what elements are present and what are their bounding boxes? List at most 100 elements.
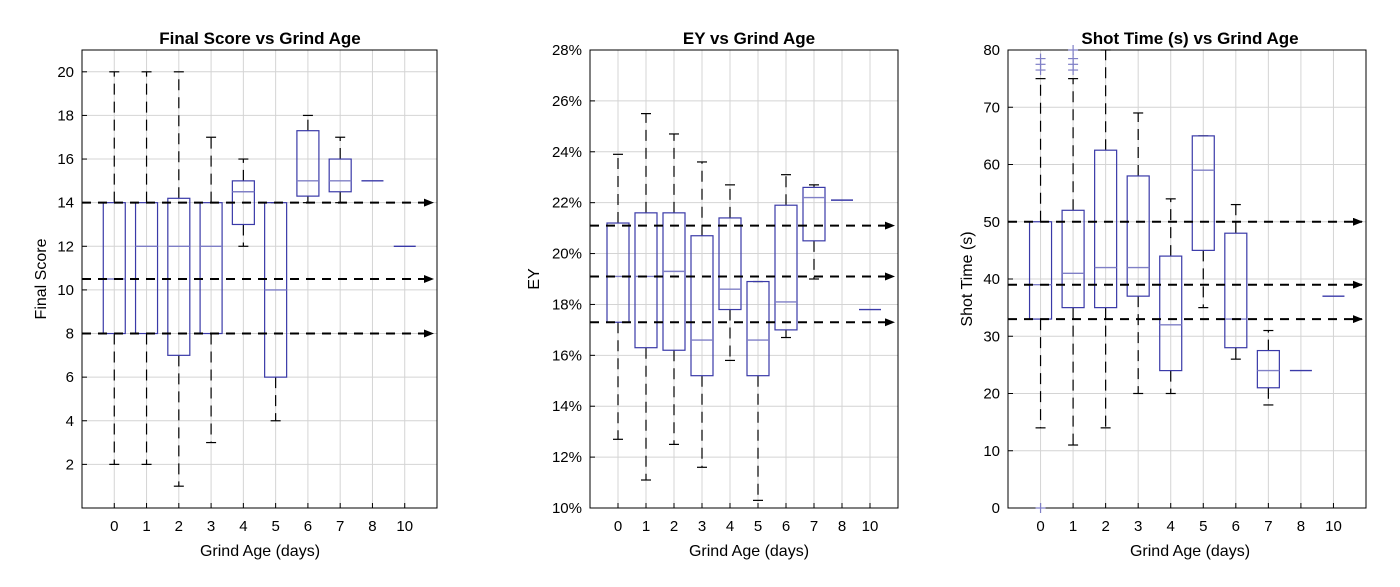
y-tick-label: 6 bbox=[66, 369, 74, 386]
box-1 bbox=[634, 113, 658, 481]
y-tick-label: 80 bbox=[983, 42, 1000, 59]
x-tick-label: 1 bbox=[642, 518, 650, 535]
y-tick-label: 14% bbox=[552, 398, 582, 415]
box-2 bbox=[167, 71, 191, 487]
y-tick-label: 4 bbox=[66, 413, 74, 430]
y-tick-label: 60 bbox=[983, 157, 1000, 174]
chart-title: Shot Time (s) vs Grind Age bbox=[1081, 29, 1298, 48]
iqr-box bbox=[167, 197, 191, 356]
y-tick-label: 14 bbox=[57, 195, 74, 212]
iqr-box bbox=[746, 280, 770, 377]
x-tick-label: 2 bbox=[175, 518, 183, 535]
y-tick-label: 0 bbox=[992, 500, 1000, 517]
y-tick-label: 30 bbox=[983, 328, 1000, 345]
iqr-box bbox=[296, 130, 320, 197]
y-tick-label: 20 bbox=[57, 64, 74, 81]
x-tick-label: 6 bbox=[782, 518, 790, 535]
box-2 bbox=[662, 133, 686, 445]
x-tick-label: 7 bbox=[810, 518, 818, 535]
y-axis-label: Final Score bbox=[33, 238, 50, 319]
iqr-box bbox=[774, 204, 798, 331]
x-tick-label: 6 bbox=[1232, 518, 1240, 535]
iqr-box bbox=[802, 186, 826, 242]
y-tick-label: 20% bbox=[552, 246, 582, 263]
box-7 bbox=[328, 136, 352, 204]
box-7 bbox=[1256, 329, 1280, 406]
box-6 bbox=[774, 174, 798, 339]
y-tick-label: 10% bbox=[552, 500, 582, 517]
y-tick-label: 18% bbox=[552, 296, 582, 313]
box-0 bbox=[606, 153, 630, 440]
shot-time-chart: Shot Time (s) vs Grind Age Grind Age (da… bbox=[959, 29, 1367, 560]
x-tick-label: 4 bbox=[726, 518, 734, 535]
x-tick-label: 3 bbox=[698, 518, 706, 535]
box-3 bbox=[690, 161, 714, 468]
y-tick-label: 28% bbox=[552, 42, 582, 59]
x-tick-label: 2 bbox=[1101, 518, 1109, 535]
grid bbox=[589, 49, 899, 509]
y-tick-label: 12 bbox=[57, 238, 74, 255]
chart-title: EY vs Grind Age bbox=[683, 29, 815, 48]
y-tick-label: 40 bbox=[983, 271, 1000, 288]
x-tick-label: 4 bbox=[1167, 518, 1175, 535]
x-tick-label: 10 bbox=[862, 518, 879, 535]
x-tick-label: 1 bbox=[142, 518, 150, 535]
x-tick-label: 4 bbox=[239, 518, 247, 535]
iqr-box bbox=[1094, 149, 1118, 309]
x-tick-label: 2 bbox=[670, 518, 678, 535]
x-tick-label: 3 bbox=[1134, 518, 1142, 535]
iqr-box bbox=[690, 235, 714, 377]
ey-chart: EY vs Grind Age Grind Age (days) EY 10% 1… bbox=[526, 29, 899, 560]
y-tick-label: 12% bbox=[552, 449, 582, 466]
y-tick-label: 18 bbox=[57, 107, 74, 124]
iqr-box bbox=[662, 212, 686, 351]
x-tick-label: 6 bbox=[304, 518, 312, 535]
iqr-box bbox=[328, 158, 352, 193]
iqr-box bbox=[1159, 255, 1183, 372]
box-1 bbox=[1061, 78, 1085, 446]
x-tick-label: 8 bbox=[368, 518, 376, 535]
box-5 bbox=[746, 280, 770, 501]
box-7 bbox=[802, 184, 826, 280]
grid bbox=[1007, 49, 1367, 509]
final-score-chart: Final Score vs Grind Age Grind Age (days… bbox=[33, 29, 438, 560]
y-tick-label: 20 bbox=[983, 386, 1000, 403]
iqr-box bbox=[1126, 175, 1150, 297]
iqr-box bbox=[1191, 135, 1215, 251]
y-axis-label: Shot Time (s) bbox=[959, 231, 976, 326]
x-tick-label: 8 bbox=[838, 518, 846, 535]
x-axis-label: Grind Age (days) bbox=[689, 543, 809, 560]
y-tick-label: 26% bbox=[552, 93, 582, 110]
x-tick-label: 10 bbox=[1325, 518, 1342, 535]
y-tick-label: 16 bbox=[57, 151, 74, 168]
x-tick-label: 1 bbox=[1069, 518, 1077, 535]
iqr-box bbox=[1061, 209, 1085, 309]
x-tick-label: 3 bbox=[207, 518, 215, 535]
y-tick-label: 10 bbox=[57, 282, 74, 299]
x-tick-label: 7 bbox=[336, 518, 344, 535]
x-tick-label: 8 bbox=[1297, 518, 1305, 535]
y-tick-label: 22% bbox=[552, 195, 582, 212]
y-tick-label: 8 bbox=[66, 326, 74, 343]
y-tick-label: 24% bbox=[552, 144, 582, 161]
iqr-box bbox=[718, 217, 742, 311]
plot-frame bbox=[1007, 49, 1367, 509]
iqr-box bbox=[1256, 349, 1280, 389]
x-tick-label: 5 bbox=[271, 518, 279, 535]
x-tick-label: 5 bbox=[1199, 518, 1207, 535]
y-tick-label: 16% bbox=[552, 347, 582, 364]
box-5 bbox=[1191, 135, 1215, 309]
y-tick-label: 10 bbox=[983, 443, 1000, 460]
iqr-box bbox=[606, 222, 630, 323]
box-4 bbox=[718, 184, 742, 362]
x-axis-label: Grind Age (days) bbox=[200, 543, 320, 560]
box-4 bbox=[1159, 198, 1183, 395]
iqr-box bbox=[634, 212, 658, 349]
x-tick-label: 0 bbox=[614, 518, 622, 535]
x-tick-label: 5 bbox=[754, 518, 762, 535]
x-tick-label: 0 bbox=[110, 518, 118, 535]
iqr-box bbox=[1224, 232, 1248, 349]
x-axis-label: Grind Age (days) bbox=[1130, 543, 1250, 560]
